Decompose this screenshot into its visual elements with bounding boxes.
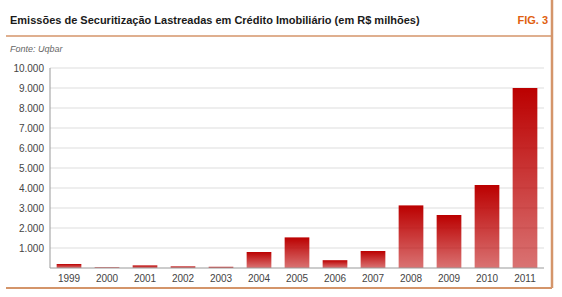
y-tick-label: 8.000 <box>19 103 44 114</box>
y-tick-label: 1.000 <box>19 243 44 254</box>
bar <box>475 185 500 268</box>
grid-line <box>50 208 544 209</box>
y-tick-label: 2.000 <box>19 223 44 234</box>
x-axis-line <box>50 268 544 269</box>
y-tick-label: 9.000 <box>19 83 44 94</box>
grid-line <box>50 128 544 129</box>
grid-line <box>50 88 544 89</box>
separator <box>6 35 552 37</box>
grid <box>50 68 544 248</box>
grid-line <box>50 228 544 229</box>
y-tick-label: 5.000 <box>19 163 44 174</box>
bar <box>247 252 272 268</box>
grid-line <box>50 168 544 169</box>
x-tick-label: 2010 <box>476 273 499 284</box>
y-tick-label: 10.000 <box>13 63 44 74</box>
right-border <box>551 0 554 288</box>
grid-line <box>50 108 544 109</box>
bar <box>323 260 348 268</box>
x-tick-label: 2001 <box>134 273 157 284</box>
title: Emissões de Securitização Lastreadas em … <box>10 14 420 26</box>
x-tick-label: 2000 <box>96 273 119 284</box>
bars <box>57 88 538 268</box>
x-tick-label: 2002 <box>172 273 195 284</box>
bar <box>285 237 310 268</box>
x-tick-label: 2008 <box>400 273 423 284</box>
chart-container: FIG. 3 Emissões de Securitização Lastread… <box>0 0 562 297</box>
bottom-border <box>6 287 552 289</box>
grid-line <box>50 188 544 189</box>
page: {"chart_data": {"type": "bar", "title": … <box>0 0 562 297</box>
bar <box>361 251 386 268</box>
y-tick-label: 3.000 <box>19 203 44 214</box>
chart-svg: FIG. 3 Emissões de Securitização Lastread… <box>0 0 562 297</box>
bar <box>513 88 538 268</box>
x-tick-label: 2003 <box>210 273 233 284</box>
grid-line <box>50 148 544 149</box>
y-tick-label: 4.000 <box>19 183 44 194</box>
x-tick-label: 2006 <box>324 273 347 284</box>
bar <box>437 215 462 268</box>
x-tick-label: 2004 <box>248 273 271 284</box>
x-tick-label: 2009 <box>438 273 461 284</box>
x-tick-label: 1999 <box>58 273 81 284</box>
figure-label: FIG. 3 <box>517 14 548 26</box>
y-tick-label: 6.000 <box>19 143 44 154</box>
bar <box>399 205 424 268</box>
grid-line <box>50 68 544 69</box>
y-tick-label: 7.000 <box>19 123 44 134</box>
x-tick-label: 2011 <box>514 273 536 284</box>
x-tick-label: 2005 <box>286 273 309 284</box>
source: Fonte: Uqbar <box>10 44 64 54</box>
bar <box>57 264 82 268</box>
y-axis-line <box>50 68 51 268</box>
x-tick-label: 2007 <box>362 273 385 284</box>
